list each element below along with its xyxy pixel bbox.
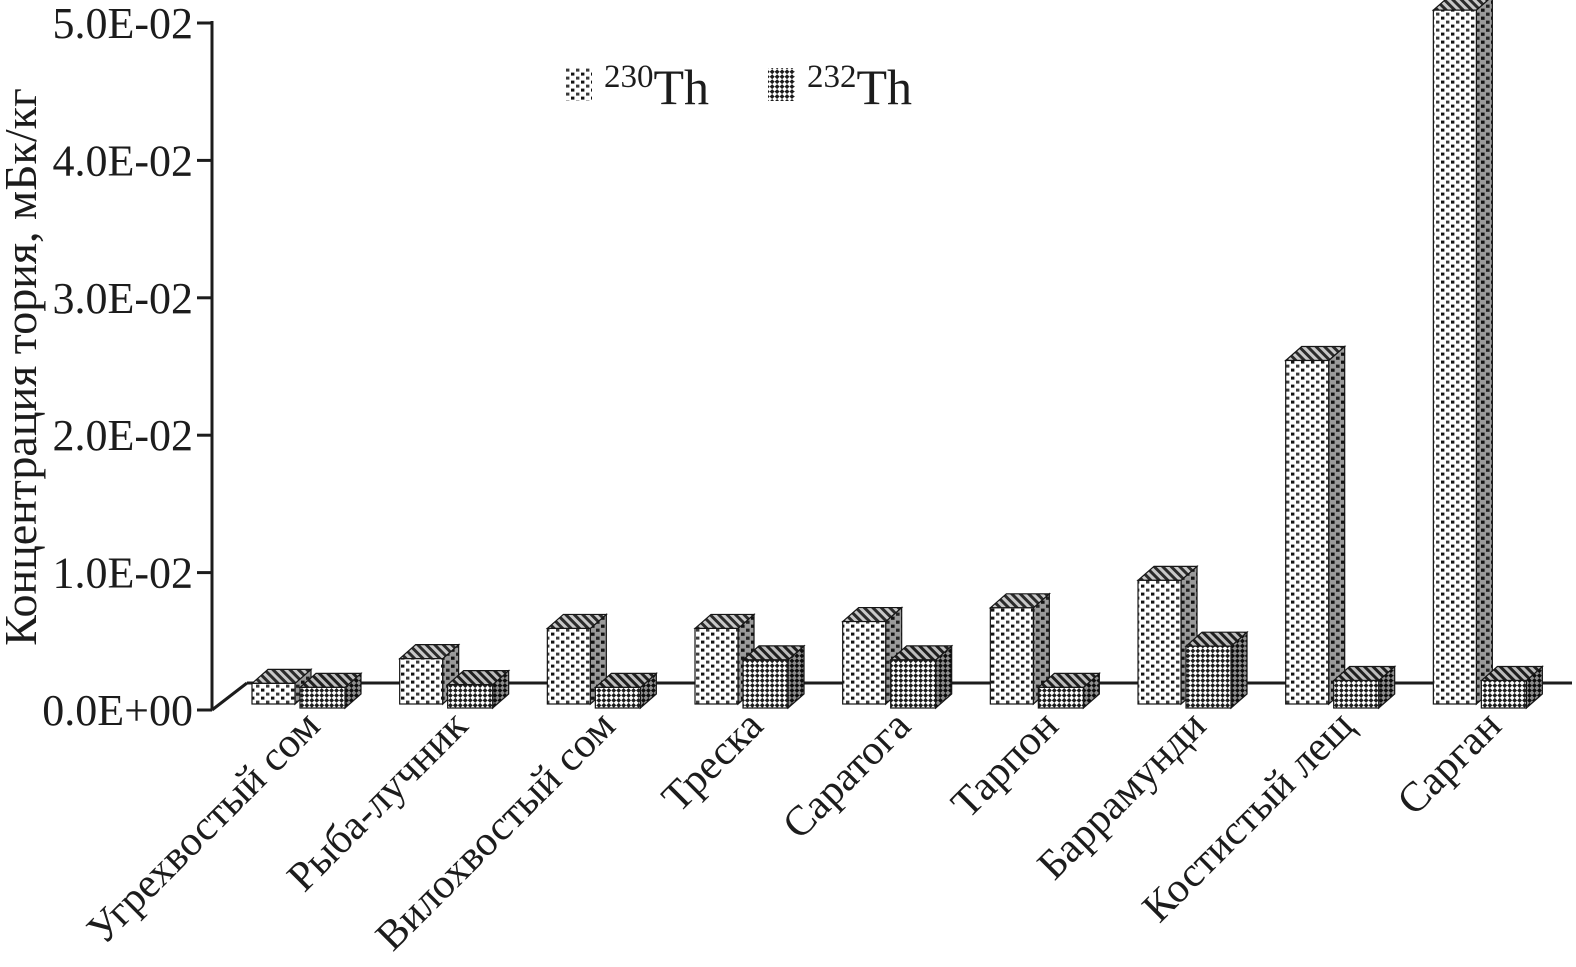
bar-front-face: [1137, 579, 1182, 705]
bar-front-face: [742, 659, 789, 709]
bar-front-face: [842, 620, 887, 705]
y-axis-tick-label: 4.0E-02: [52, 136, 193, 185]
y-axis-tick-label: 3.0E-02: [52, 274, 193, 323]
bar-front-face: [1037, 686, 1084, 709]
bar-232Th-2: [593, 672, 658, 710]
bar-232Th-7: [1332, 665, 1397, 710]
legend-label-230Th: 230Th: [604, 59, 709, 115]
y-axis-tick-label: 1.0E-02: [52, 549, 193, 598]
y-axis-tick-label: 0.0E+00: [42, 686, 193, 735]
bar-front-face: [399, 658, 444, 705]
legend-swatch-230Th: [565, 68, 592, 101]
bar-232Th-8: [1479, 665, 1544, 710]
legend-label-232Th-superscript: 232: [807, 59, 857, 95]
bar-232Th-5: [1036, 672, 1101, 710]
bar-side-face: [1328, 345, 1346, 706]
legend: 230Th 232Th: [565, 59, 912, 115]
y-axis-title: Концентрация тория, мБк/кг: [0, 88, 46, 646]
x-category-label: Саратога: [774, 702, 920, 848]
legend-label-230Th-superscript: 230: [604, 59, 654, 95]
bar-232Th-4: [889, 644, 954, 710]
bar-front-face: [989, 607, 1034, 705]
legend-label-230Th-base: Th: [654, 59, 710, 115]
x-category-label: Угрехвостый сом: [78, 703, 329, 954]
bar-230Th-1: [398, 643, 461, 706]
legend-label-232Th-base: Th: [857, 59, 913, 115]
bar-front-face: [1333, 679, 1380, 709]
bar-front-face: [1480, 679, 1527, 709]
bar-front-face: [546, 627, 591, 705]
floor-diagonal-line: [211, 681, 248, 712]
bar-230Th-5: [988, 592, 1051, 706]
bar-front-face: [694, 627, 739, 705]
y-axis-tick-label: 2.0E-02: [52, 411, 193, 460]
bar-front-face: [1285, 359, 1330, 705]
bar-230Th-7: [1284, 345, 1347, 706]
bar-front-face: [251, 682, 296, 705]
bar-232Th-6: [1184, 630, 1249, 710]
bar-front-face: [447, 684, 494, 709]
x-category-label: Тарпон: [943, 703, 1068, 828]
bar-side-face: [1475, 0, 1493, 706]
x-category-label: Треска: [653, 702, 772, 821]
bar-232Th-1: [446, 669, 511, 710]
bar-230Th-8: [1431, 0, 1493, 706]
y-axis-tick-label: 5.0E-02: [52, 0, 193, 48]
bar-front-face: [1185, 645, 1232, 709]
bar-front-face: [1432, 9, 1477, 705]
bar-232Th-0: [298, 672, 363, 710]
bar-front-face: [890, 659, 937, 709]
x-category-label: Сарган: [1389, 703, 1511, 825]
bar-232Th-3: [741, 644, 806, 710]
bars: [250, 0, 1544, 710]
bar-front-face: [594, 686, 641, 709]
bar-front-face: [299, 686, 346, 709]
legend-swatch-232Th: [768, 68, 795, 101]
legend-label-232Th: 232Th: [807, 59, 912, 115]
